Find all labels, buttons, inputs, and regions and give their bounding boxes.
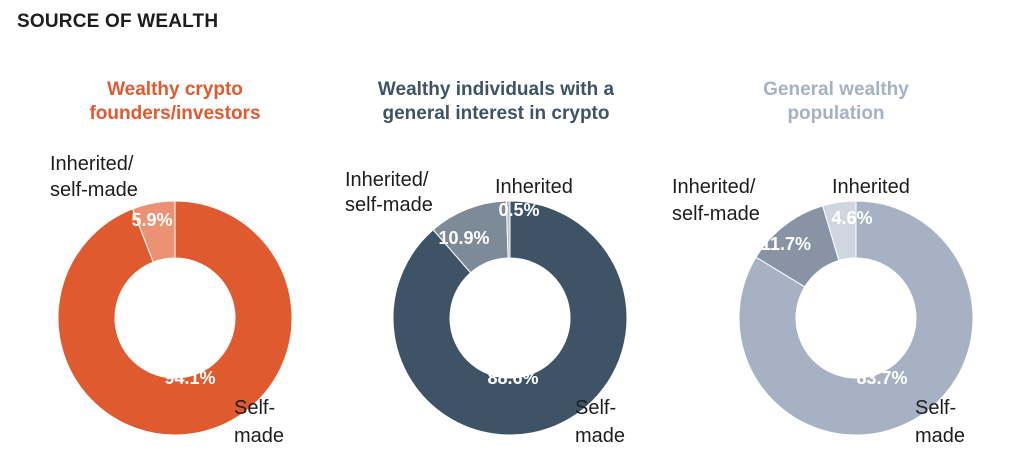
chart-title-line: General wealthy bbox=[763, 79, 909, 100]
chart-title-line: population bbox=[787, 103, 885, 124]
slice-value-label: 88.6% bbox=[487, 368, 538, 388]
slice-name-label: Self- bbox=[915, 397, 956, 419]
donut-slice-self-made bbox=[738, 200, 974, 436]
donut-slice-inherited-self-made bbox=[131, 200, 176, 263]
slice-value-label: 11.7% bbox=[761, 234, 811, 254]
slice-value-label: 0.5% bbox=[498, 200, 539, 220]
slice-name-label: made bbox=[234, 425, 284, 447]
chart-title-crypto-interest: Wealthy individuals with a general inter… bbox=[346, 78, 646, 126]
slice-name-label: Inherited bbox=[495, 176, 573, 198]
chart-title-line: founders/investors bbox=[89, 103, 261, 124]
chart-title-line: Wealthy crypto bbox=[107, 79, 243, 100]
chart-title-line: general interest in crypto bbox=[382, 103, 610, 124]
slice-name-label: made bbox=[915, 425, 965, 447]
slice-name-label: self-made bbox=[672, 203, 760, 225]
slice-value-label: 10.9% bbox=[438, 228, 489, 248]
donut-slice-inherited bbox=[505, 200, 511, 259]
slice-name-label: Self- bbox=[234, 397, 275, 419]
slice-name-label: Self- bbox=[575, 397, 616, 419]
donut-slice-self-made bbox=[57, 200, 293, 436]
donut-slice-self-made bbox=[392, 200, 628, 436]
slice-name-label: made bbox=[575, 425, 625, 447]
donut-slice-inherited bbox=[822, 200, 857, 262]
slice-name-label: Inherited/ bbox=[50, 153, 134, 175]
chart-title-crypto-founders: Wealthy crypto founders/investors bbox=[25, 78, 325, 126]
slice-value-label: 94.1% bbox=[164, 368, 215, 388]
slice-value-label: 4.6% bbox=[831, 208, 872, 228]
chart-title-general-population: General wealthy population bbox=[686, 78, 986, 126]
slice-name-label: self-made bbox=[345, 194, 433, 216]
slice-name-label: Inherited bbox=[832, 176, 910, 198]
slice-value-label: 5.9% bbox=[131, 210, 172, 230]
slice-name-label: Inherited/ bbox=[672, 176, 756, 198]
page-title: SOURCE OF WEALTH bbox=[17, 11, 219, 32]
slice-name-label: self-made bbox=[50, 179, 138, 201]
slice-value-label: 83.7% bbox=[856, 368, 907, 388]
chart-title-line: Wealthy individuals with a bbox=[377, 79, 615, 100]
slice-name-label: Inherited/ bbox=[345, 169, 429, 191]
